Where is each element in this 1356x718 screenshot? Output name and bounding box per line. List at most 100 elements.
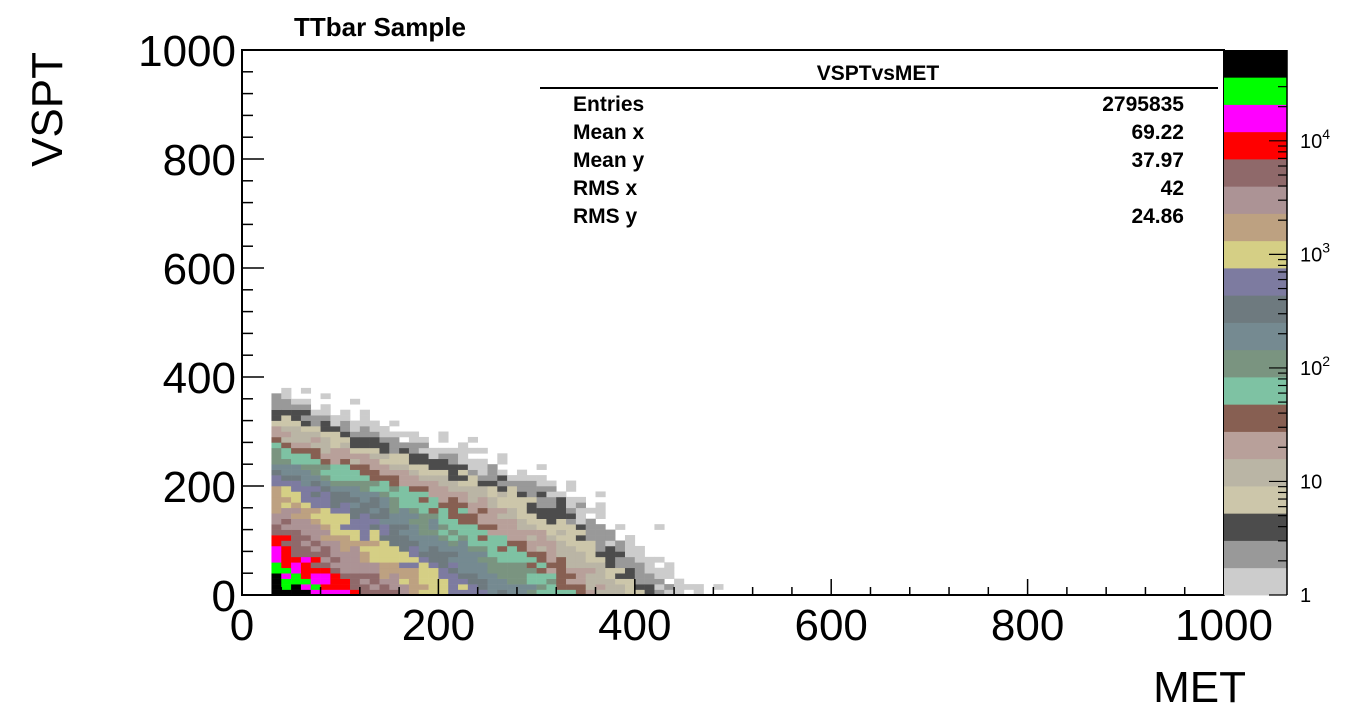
heatmap-cell [359, 507, 370, 514]
heatmap-cell [634, 562, 645, 569]
heatmap-cell [379, 545, 390, 552]
heatmap-cell [477, 589, 488, 596]
heatmap-cell [467, 475, 478, 481]
heatmap-cell [458, 507, 469, 514]
heatmap-cell [575, 589, 586, 596]
heatmap-cell [320, 502, 331, 509]
heatmap-cell [291, 496, 302, 503]
heatmap-cell [448, 556, 459, 563]
heatmap-cell [556, 540, 567, 547]
heatmap-cell [644, 578, 655, 585]
heatmap-cell [448, 447, 459, 454]
heatmap-cell [359, 469, 370, 476]
heatmap-cell [418, 464, 429, 470]
heatmap-cell [281, 398, 292, 405]
heatmap-cell [359, 453, 370, 460]
heatmap-cell [369, 524, 380, 530]
heatmap-cell [575, 535, 586, 541]
heatmap-cell [448, 502, 459, 509]
heatmap-cell [320, 540, 331, 547]
heatmap-cell [654, 567, 665, 574]
heatmap-cell [605, 562, 616, 569]
heatmap-cell [310, 436, 321, 443]
heatmap-cell [350, 573, 361, 579]
y-tick-label: 0 [212, 572, 236, 621]
heatmap-cell [477, 502, 488, 509]
heatmap-cell [389, 584, 400, 590]
heatmap-cell [575, 513, 586, 519]
heatmap-cell [379, 573, 390, 579]
heatmap-cell [281, 496, 292, 503]
heatmap-cell [448, 589, 459, 596]
heatmap-cell [291, 551, 302, 558]
heatmap-cell [271, 578, 282, 585]
heatmap-cell [526, 589, 537, 596]
heatmap-cell [526, 567, 537, 574]
color-scale-swatch [1224, 540, 1287, 569]
heatmap-cell [546, 567, 557, 574]
heatmap-cell [516, 507, 528, 514]
heatmap-cell [418, 589, 429, 596]
heatmap-cell [359, 409, 370, 416]
heatmap-cell [595, 551, 606, 558]
heatmap-cell [350, 578, 361, 585]
heatmap-cell [369, 556, 380, 563]
heatmap-cell [516, 567, 528, 574]
heatmap-cell [536, 486, 547, 492]
heatmap-cell [448, 480, 459, 487]
heatmap-cell [300, 426, 312, 432]
heatmap-cell [497, 584, 508, 590]
heatmap-cell [566, 529, 577, 536]
color-scale-swatch [1224, 295, 1287, 323]
heatmap-cell [497, 535, 508, 541]
heatmap-cell [310, 502, 321, 509]
heatmap-cell [340, 426, 351, 432]
heatmap-cell [300, 458, 312, 465]
heatmap-cell [458, 540, 469, 547]
heatmap-cell [448, 496, 459, 503]
heatmap-cell [369, 540, 380, 547]
heatmap-cell [300, 491, 312, 498]
heatmap-cell [467, 507, 478, 514]
heatmap-cell [379, 431, 390, 438]
heatmap-cell [340, 545, 351, 552]
heatmap-cell [281, 480, 292, 487]
heatmap-cell [271, 469, 282, 476]
heatmap-cell [399, 453, 410, 460]
heatmap-cell [477, 491, 488, 498]
heatmap-cell [516, 486, 528, 492]
heatmap-cell [281, 518, 292, 525]
heatmap-cell [477, 447, 488, 454]
heatmap-cell [330, 551, 341, 558]
heatmap-cell [546, 529, 557, 536]
heatmap-cell [399, 524, 410, 530]
heatmap-cell [595, 556, 606, 563]
heatmap-cell [350, 486, 361, 492]
heatmap-cell [536, 475, 547, 481]
heatmap-cell [605, 589, 616, 596]
heatmap-cell [458, 447, 469, 454]
heatmap-cell [291, 404, 302, 410]
heatmap-cell [438, 545, 449, 552]
heatmap-cell [438, 573, 449, 579]
heatmap-cell [556, 518, 567, 525]
heatmap-cell [624, 545, 636, 552]
heatmap-cell [271, 573, 282, 579]
heatmap-cell [536, 535, 547, 541]
heatmap-cell [271, 486, 282, 492]
heatmap-cell [575, 545, 586, 552]
heatmap-cell [526, 578, 537, 585]
heatmap-cell [566, 480, 577, 487]
heatmap-cell [418, 447, 429, 454]
heatmap-cell [477, 556, 488, 563]
heatmap-cell [595, 584, 606, 590]
heatmap-cell [291, 431, 302, 438]
heatmap-cell [271, 491, 282, 498]
heatmap-cell [310, 589, 321, 596]
heatmap-cell [300, 486, 312, 492]
heatmap-cell [369, 464, 380, 470]
heatmap-cell [359, 431, 370, 438]
heatmap-cell [438, 507, 449, 514]
heatmap-cell [271, 442, 282, 449]
heatmap-cell [556, 545, 567, 552]
